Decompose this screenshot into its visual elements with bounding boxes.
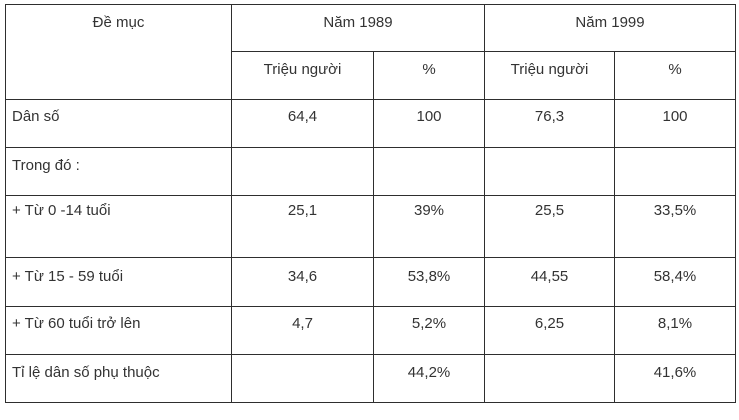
header-row-units: Triệu người % Triệu người %: [6, 51, 736, 100]
cell-1999-percent: 58,4%: [614, 257, 736, 307]
row-label: + Từ 60 tuổi trở lên: [5, 306, 232, 355]
cell-1989-percent: 39%: [373, 195, 485, 258]
table-row: Tỉ lệ dân số phụ thuộc 44,2% 41,6%: [5, 354, 736, 403]
table-row: Dân số 64,4 100 76,3 100: [5, 99, 736, 148]
cell-1989-percent: [373, 147, 485, 196]
header-1989-percent: %: [373, 51, 485, 100]
cell-1999-percent: 33,5%: [614, 195, 736, 258]
header-1989-million: Triệu người: [231, 51, 374, 100]
cell-1999-million: 76,3: [484, 99, 615, 148]
cell-1999-million: [484, 354, 615, 403]
cell-1999-percent: 8,1%: [614, 306, 736, 355]
population-table: Đề mục Năm 1989 Năm 1999 Triệu người % T…: [5, 4, 736, 403]
cell-1989-percent: 100: [373, 99, 485, 148]
header-year-1999: Năm 1999: [484, 4, 736, 52]
row-label: + Từ 0 -14 tuổi: [5, 195, 232, 258]
cell-1989-million: 25,1: [231, 195, 374, 258]
header-topic: Đề mục: [5, 4, 232, 100]
table-row: + Từ 0 -14 tuổi 25,1 39% 25,5 33,5%: [5, 195, 736, 258]
table-row: + Từ 60 tuổi trở lên 4,7 5,2% 6,25 8,1%: [5, 306, 736, 355]
cell-1989-percent: 53,8%: [373, 257, 485, 307]
cell-1999-percent: 100: [614, 99, 736, 148]
cell-1999-million: [484, 147, 615, 196]
cell-1999-percent: [614, 147, 736, 196]
cell-1999-million: 44,55: [484, 257, 615, 307]
cell-1989-million: 34,6: [231, 257, 374, 307]
cell-1999-million: 6,25: [484, 306, 615, 355]
header-1999-million: Triệu người: [484, 51, 615, 100]
cell-1989-million: [231, 147, 374, 196]
header-row-years: Đề mục Năm 1989 Năm 1999: [5, 4, 736, 100]
cell-1989-percent: 5,2%: [373, 306, 485, 355]
table-row: Trong đó :: [5, 147, 736, 196]
row-label: Trong đó :: [5, 147, 232, 196]
cell-1989-percent: 44,2%: [373, 354, 485, 403]
cell-1989-million: [231, 354, 374, 403]
table-row: + Từ 15 - 59 tuổi 34,6 53,8% 44,55 58,4%: [5, 257, 736, 307]
header-1999-percent: %: [614, 51, 736, 100]
row-label: + Từ 15 - 59 tuổi: [5, 257, 232, 307]
cell-1999-percent: 41,6%: [614, 354, 736, 403]
header-year-1989: Năm 1989: [231, 4, 485, 52]
cell-1989-million: 4,7: [231, 306, 374, 355]
row-label: Tỉ lệ dân số phụ thuộc: [5, 354, 232, 403]
cell-1999-million: 25,5: [484, 195, 615, 258]
cell-1989-million: 64,4: [231, 99, 374, 148]
row-label: Dân số: [5, 99, 232, 148]
